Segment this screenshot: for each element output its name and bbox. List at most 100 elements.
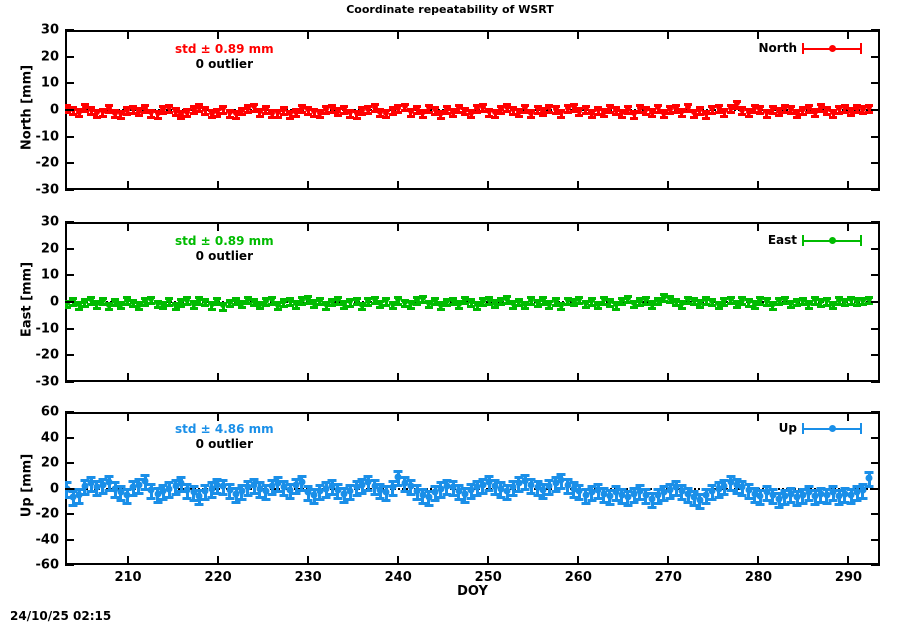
y-tick-up--60: [65, 564, 74, 566]
data-point: [370, 412, 380, 565]
y-tick-up-60: [65, 411, 74, 413]
data-point: [105, 30, 114, 190]
data-point: [575, 222, 584, 382]
panel-east-plotarea: [65, 222, 880, 382]
y-tick-right-east--30: [871, 381, 880, 383]
data-point: [738, 222, 747, 382]
data-point: [315, 412, 325, 565]
y-tick-up--20: [65, 513, 74, 515]
data-point: [786, 30, 795, 190]
x-tick-top-up-220: [217, 412, 220, 421]
data-point: [376, 222, 385, 382]
x-tick-label-260: 260: [564, 570, 592, 585]
data-point: [798, 222, 807, 382]
y-tick-up--40: [65, 538, 74, 541]
data-point: [756, 30, 765, 190]
data-point: [375, 412, 385, 565]
data-point: [594, 30, 603, 190]
data-point: [677, 412, 687, 565]
data-point: [502, 412, 512, 565]
data-point: [551, 412, 561, 565]
panel-north-stats: std ± 0.89 mm 0 outlier: [175, 42, 274, 72]
data-point: [520, 412, 530, 565]
data-point: [587, 30, 596, 190]
data-point: [695, 30, 704, 190]
data-point: [804, 412, 814, 565]
data-point: [69, 222, 78, 382]
data-point: [297, 412, 307, 565]
data-point: [291, 412, 301, 565]
data-point: [798, 412, 808, 565]
data-point: [865, 222, 874, 382]
panel-east-axis-title: East [mm]: [19, 261, 35, 338]
data-point: [840, 30, 849, 190]
data-point: [328, 30, 337, 190]
data-point: [533, 30, 542, 190]
data-point: [225, 412, 235, 565]
x-tick-top-north-290: [847, 30, 850, 39]
panel-north-legend[interactable]: North: [759, 41, 862, 55]
x-tick-label-240: 240: [384, 570, 412, 585]
data-point: [128, 412, 138, 565]
data-point: [424, 412, 434, 565]
y-tick-label-east-30: 30: [40, 214, 59, 230]
y-tick-north-10: [65, 82, 74, 85]
x-tick-north-290: [847, 181, 850, 190]
data-point: [630, 222, 639, 382]
data-point: [171, 30, 180, 190]
data-point: [292, 222, 301, 382]
data-point: [835, 222, 844, 382]
x-tick-top-east-230: [307, 222, 310, 231]
x-tick-top-north-230: [307, 30, 310, 39]
data-point: [472, 412, 482, 565]
data-point: [623, 412, 633, 565]
data-point: [146, 412, 156, 565]
panel-up-plotarea: [65, 412, 880, 565]
data-point: [563, 412, 572, 565]
x-tick-east-240: [397, 373, 400, 382]
data-point: [352, 412, 362, 565]
data-point: [593, 412, 603, 565]
data-point: [436, 30, 445, 190]
data-point: [134, 412, 144, 565]
data-point: [376, 30, 385, 190]
data-point: [309, 412, 319, 565]
data-point: [363, 412, 373, 565]
y-tick-label-up-20: 20: [40, 455, 59, 471]
data-point: [159, 222, 168, 382]
x-tick-top-east-270: [667, 222, 670, 231]
data-point: [448, 412, 458, 565]
data-point: [250, 30, 259, 190]
y-tick-label-up-0: 0: [49, 481, 59, 496]
panel-east-legend-marker: [802, 234, 862, 246]
x-tick-north-240: [397, 181, 400, 190]
data-point: [454, 412, 464, 565]
data-point: [345, 412, 355, 565]
data-point: [822, 222, 831, 382]
data-point: [647, 412, 657, 565]
data-point: [273, 412, 283, 565]
data-point: [232, 222, 241, 382]
data-point: [653, 412, 663, 565]
data-point: [207, 30, 216, 190]
y-tick-label-north-0: 0: [49, 102, 59, 118]
data-point: [641, 412, 651, 565]
data-point: [557, 222, 566, 382]
data-point: [249, 412, 259, 565]
data-point: [218, 412, 228, 565]
data-point: [864, 412, 874, 565]
panel-up-legend[interactable]: Up: [779, 421, 862, 435]
data-point: [521, 222, 530, 382]
panel-east-legend[interactable]: East: [768, 233, 862, 247]
data-point: [310, 30, 319, 190]
y-tick-right-north-0: [871, 109, 880, 111]
data-point: [563, 30, 572, 190]
data-point: [496, 30, 505, 190]
data-point: [255, 30, 264, 190]
data-point: [569, 30, 578, 190]
data-point: [339, 412, 349, 565]
data-point: [286, 30, 295, 190]
data-point: [737, 412, 747, 565]
data-point: [286, 222, 295, 382]
data-point: [213, 30, 222, 190]
